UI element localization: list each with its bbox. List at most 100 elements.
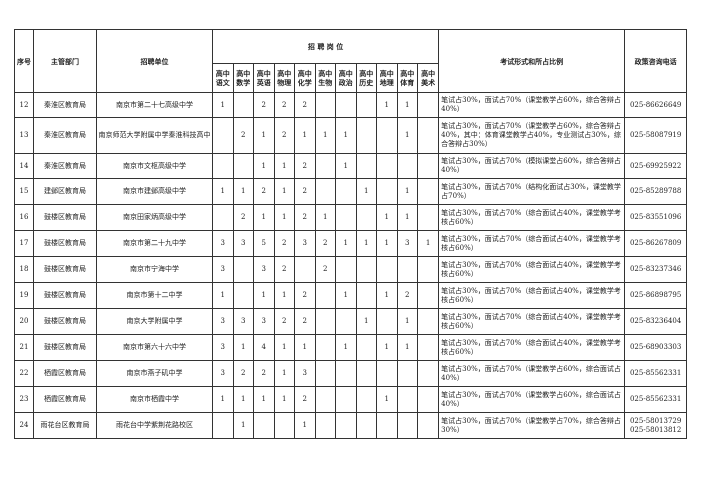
position-count: 1 bbox=[273, 282, 295, 309]
row-exam: 笔试占30%，面试占70%（综合面试占40%，课堂教学考核占60%） bbox=[438, 204, 626, 231]
row-unit: 南京大学附属中学 bbox=[96, 308, 213, 335]
position-count bbox=[335, 256, 357, 283]
position-count: 1 bbox=[314, 204, 336, 231]
position-count: 1 bbox=[253, 204, 275, 231]
position-count: 1 bbox=[355, 308, 377, 335]
position-count: 1 bbox=[212, 282, 234, 309]
position-count bbox=[416, 178, 440, 205]
table-row: 21 鼓楼区教育局 南京市第六十六中学 3 1 4 1 1 1 1 1 笔试占30%，面试占70%（综… bbox=[14, 334, 688, 361]
row-dept: 鼓楼区教育局 bbox=[33, 204, 97, 231]
position-count bbox=[376, 117, 398, 154]
row-dept: 鼓楼区教育局 bbox=[33, 256, 97, 283]
header-exam: 考试形式和所占比例 bbox=[438, 29, 626, 93]
position-count: 2 bbox=[253, 92, 275, 118]
position-count bbox=[396, 360, 418, 387]
position-count: 1 bbox=[396, 334, 418, 361]
position-count: 2 bbox=[232, 117, 254, 154]
row-phone: 025-83236404 bbox=[624, 308, 688, 335]
table-row: 16 鼓楼区教育局 南京田家炳高级中学 2 1 1 2 1 1 1 笔试占30%，面试占70%（综合… bbox=[14, 204, 688, 231]
position-count: 1 bbox=[294, 117, 316, 154]
row-no: 24 bbox=[14, 412, 34, 439]
row-phone: 025-58013729 025-58013812 bbox=[624, 412, 688, 439]
table-row: 19 鼓楼区教育局 南京市第十二中学 1 1 1 2 1 1 2 笔试占30%，面试占70%（综合面… bbox=[14, 282, 688, 309]
table-row: 15 建邺区教育局 南京市建邺高级中学 1 1 2 1 2 1 1 笔试占30%，面试占70%（结构… bbox=[14, 178, 688, 205]
position-count bbox=[396, 412, 418, 439]
row-no: 15 bbox=[14, 178, 34, 205]
position-count bbox=[416, 117, 440, 154]
position-count bbox=[335, 412, 357, 439]
position-count bbox=[416, 256, 440, 283]
header-positions: 招 聘 岗 位 bbox=[211, 29, 440, 64]
row-unit: 南京师范大学附属中学秦淮科技高中 bbox=[96, 117, 213, 154]
position-count bbox=[294, 256, 316, 283]
position-count: 2 bbox=[253, 360, 275, 387]
row-no: 16 bbox=[14, 204, 34, 231]
row-no: 22 bbox=[14, 360, 34, 387]
position-count: 3 bbox=[212, 230, 234, 257]
position-count: 1 bbox=[253, 282, 275, 309]
position-count bbox=[335, 204, 357, 231]
position-count: 1 bbox=[294, 412, 316, 439]
row-unit: 南京市建邺高级中学 bbox=[96, 178, 213, 205]
position-count: 2 bbox=[314, 256, 336, 283]
row-exam: 笔试占30%，面试占70%（课堂教学占70%，综合答辩占30%） bbox=[438, 412, 626, 439]
row-exam: 笔试占30%，面试占70%（综合面试占40%，课堂教学考核占60%） bbox=[438, 256, 626, 283]
position-count: 1 bbox=[396, 178, 418, 205]
position-count: 3 bbox=[232, 308, 254, 335]
table-row: 20 鼓楼区教育局 南京大学附属中学 3 3 3 2 2 1 1 笔试占30%，面试占70%（综合面… bbox=[14, 308, 688, 335]
position-count: 1 bbox=[294, 334, 316, 361]
row-no: 13 bbox=[14, 117, 34, 154]
row-exam: 笔试占30%，面试占70%（综合面试占40%，课堂教学考核占60%） bbox=[438, 282, 626, 309]
row-unit: 南京市栖霞中学 bbox=[96, 386, 213, 413]
position-count: 3 bbox=[294, 230, 316, 257]
position-count bbox=[396, 386, 418, 413]
position-count: 3 bbox=[253, 256, 275, 283]
position-count: 1 bbox=[232, 334, 254, 361]
position-count bbox=[376, 360, 398, 387]
row-exam: 笔试占30%，面试占70%（综合面试占40%，课堂教学考核占60%） bbox=[438, 230, 626, 257]
position-count: 3 bbox=[212, 256, 234, 283]
position-count: 1 bbox=[335, 282, 357, 309]
header-subject: 高中历史 bbox=[355, 63, 377, 93]
position-count: 1 bbox=[376, 230, 398, 257]
position-count bbox=[273, 412, 295, 439]
table-row: 12 秦淮区教育局 南京市第二十七高级中学 1 2 2 2 1 1 笔试占30%，面试占70%（课… bbox=[14, 92, 688, 118]
header-subject: 高中政治 bbox=[335, 63, 357, 93]
row-unit: 南京市燕子矶中学 bbox=[96, 360, 213, 387]
position-count bbox=[232, 256, 254, 283]
row-phone: 025-68903303 bbox=[624, 334, 688, 361]
position-count: 2 bbox=[253, 178, 275, 205]
position-count bbox=[355, 256, 377, 283]
position-count: 2 bbox=[294, 153, 316, 179]
position-count: 3 bbox=[212, 308, 234, 335]
position-count bbox=[355, 204, 377, 231]
position-count bbox=[355, 334, 377, 361]
row-dept: 秦淮区教育局 bbox=[33, 117, 97, 154]
position-count bbox=[335, 360, 357, 387]
row-exam: 笔试占30%，面试占70%（模拟课堂占60%，综合答辩占40%） bbox=[438, 153, 626, 179]
row-no: 17 bbox=[14, 230, 34, 257]
row-phone: 025-85562331 bbox=[624, 386, 688, 413]
row-exam: 笔试占30%，面试占70%（课堂教学占60%，综合答辩占40%，其中：体育课堂教… bbox=[438, 117, 626, 154]
position-count: 1 bbox=[314, 117, 336, 154]
row-dept: 栖霞区教育局 bbox=[33, 386, 97, 413]
row-no: 21 bbox=[14, 334, 34, 361]
position-count: 1 bbox=[273, 153, 295, 179]
position-count: 2 bbox=[294, 178, 316, 205]
position-count bbox=[376, 178, 398, 205]
position-count: 1 bbox=[232, 386, 254, 413]
position-count bbox=[335, 92, 357, 118]
position-count: 2 bbox=[294, 92, 316, 118]
position-count bbox=[314, 360, 336, 387]
row-unit: 南京田家炳高级中学 bbox=[96, 204, 213, 231]
position-count: 1 bbox=[273, 204, 295, 231]
position-count bbox=[355, 282, 377, 309]
position-count: 3 bbox=[396, 230, 418, 257]
position-count: 1 bbox=[376, 334, 398, 361]
row-exam: 笔试占30%，面试占70%（结构化面试占30%，课堂教学占70%） bbox=[438, 178, 626, 205]
position-count bbox=[314, 153, 336, 179]
position-count bbox=[253, 412, 275, 439]
position-count: 1 bbox=[273, 178, 295, 205]
position-count bbox=[314, 386, 336, 413]
header-subject: 高中美术 bbox=[416, 63, 440, 93]
